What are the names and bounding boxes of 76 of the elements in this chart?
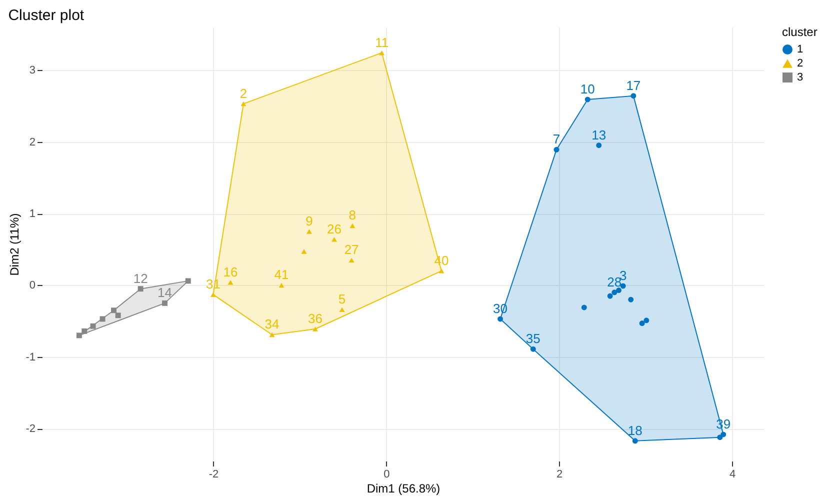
annotation: 9 xyxy=(306,213,313,228)
point xyxy=(306,229,312,234)
point xyxy=(596,142,602,148)
point xyxy=(350,223,356,228)
point xyxy=(115,312,121,318)
point xyxy=(332,236,337,242)
y-tick-label: 3 xyxy=(29,64,36,77)
point xyxy=(138,286,144,292)
point xyxy=(185,278,191,284)
x-tick-label: 0 xyxy=(384,468,390,480)
point xyxy=(348,258,354,263)
point xyxy=(612,290,618,296)
point xyxy=(339,307,345,312)
x-tick-label: -2 xyxy=(208,468,219,480)
y-tick-label: -1 xyxy=(26,351,36,364)
point xyxy=(269,332,275,338)
y-tick-label: 2 xyxy=(29,136,36,148)
point xyxy=(162,300,168,306)
annotation: 2 xyxy=(240,86,248,101)
legend-title: cluster xyxy=(782,25,818,39)
point xyxy=(720,432,726,438)
point xyxy=(616,288,622,294)
point xyxy=(630,93,636,99)
point xyxy=(717,434,723,440)
point xyxy=(82,328,88,334)
point xyxy=(438,268,444,274)
point xyxy=(628,296,634,302)
annotation: 14 xyxy=(158,285,172,300)
point xyxy=(554,146,560,152)
x-axis-title: Dim1 (56.8%) xyxy=(366,482,440,496)
point xyxy=(210,292,216,297)
point xyxy=(607,293,613,299)
y-tick-label: 0 xyxy=(29,280,36,292)
point xyxy=(240,101,246,106)
point xyxy=(581,304,587,310)
point xyxy=(639,320,645,326)
point xyxy=(530,346,536,352)
annotation: 18 xyxy=(628,422,642,438)
annotation: 13 xyxy=(592,127,606,142)
chart-title: Cluster plot xyxy=(8,7,85,24)
legend-label: 3 xyxy=(797,72,804,84)
annotation: 17 xyxy=(626,78,641,93)
annotation: 26 xyxy=(327,221,342,236)
annotation: 28 xyxy=(607,274,622,290)
legend-label: 2 xyxy=(797,58,804,70)
point xyxy=(644,318,650,324)
annotation: 34 xyxy=(264,316,280,332)
annotation: 8 xyxy=(348,208,356,223)
annotation: 7 xyxy=(552,132,560,147)
y-tick-label: 1 xyxy=(29,208,36,220)
annotation: 11 xyxy=(375,34,389,50)
point xyxy=(278,282,284,288)
point xyxy=(498,316,504,322)
annotation: 41 xyxy=(274,267,289,282)
point xyxy=(312,326,318,332)
legend-label: 1 xyxy=(797,44,804,56)
annotation: 12 xyxy=(133,270,148,286)
annotation: 27 xyxy=(344,242,359,258)
point xyxy=(111,308,117,314)
x-tick-label: 2 xyxy=(556,468,563,480)
point xyxy=(379,50,385,56)
point xyxy=(90,323,96,329)
x-tick-label: 4 xyxy=(729,468,736,480)
annotation: 35 xyxy=(526,331,540,346)
point xyxy=(301,249,307,254)
point xyxy=(584,96,590,102)
point xyxy=(76,332,82,338)
annotation: 16 xyxy=(223,264,238,280)
annotation: 36 xyxy=(308,311,322,326)
y-tick-label: -2 xyxy=(26,423,36,436)
annotation: 10 xyxy=(580,81,595,96)
point xyxy=(228,280,234,285)
y-axis-title: Dim2 (11%) xyxy=(8,213,22,276)
point xyxy=(100,316,106,322)
annotation: 5 xyxy=(338,292,346,307)
point xyxy=(632,438,638,444)
